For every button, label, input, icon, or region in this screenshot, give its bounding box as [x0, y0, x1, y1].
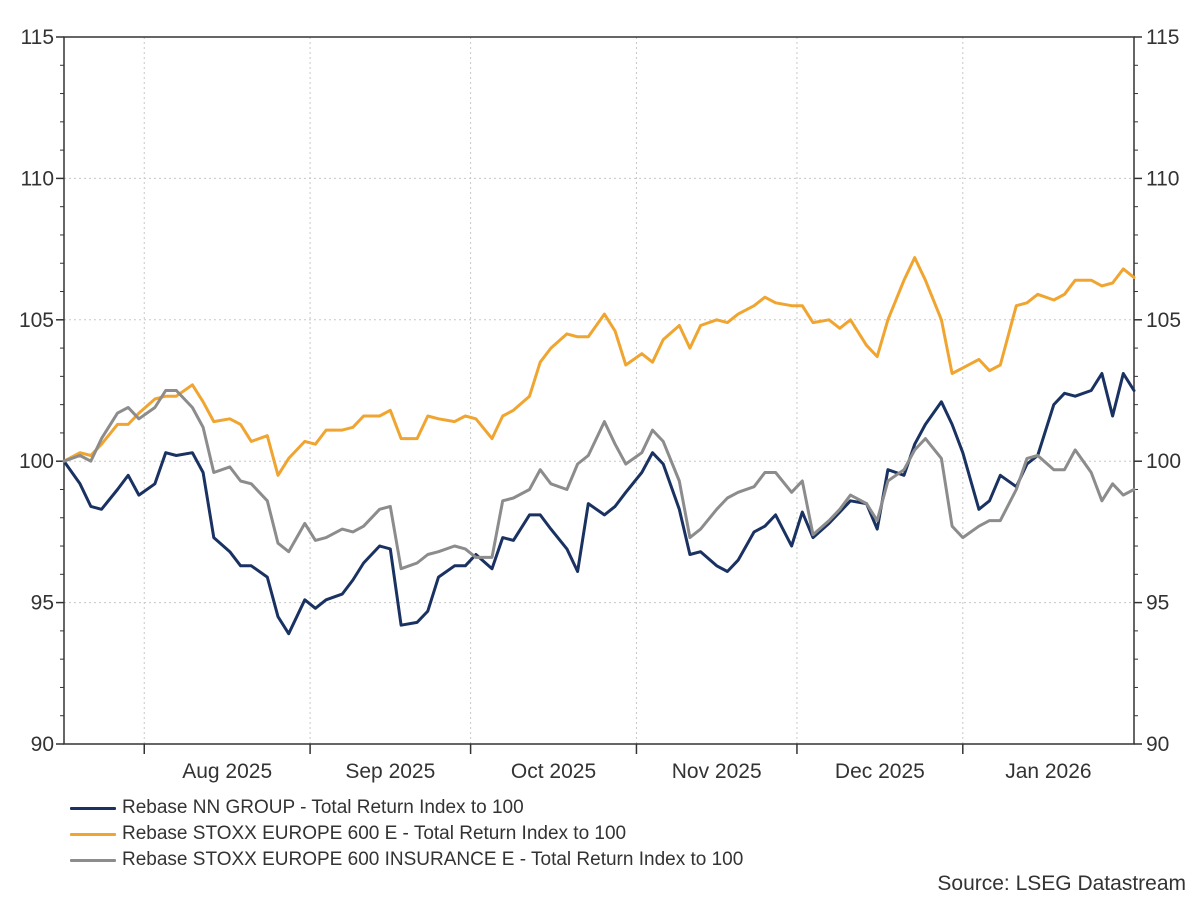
- series-lines: [62, 256, 1136, 636]
- y-tick-label-left: 95: [31, 592, 54, 615]
- series-line-1: [62, 256, 1136, 477]
- y-tick-label-right: 105: [1146, 309, 1181, 332]
- legend: Rebase NN GROUP - Total Return Index to …: [70, 795, 743, 873]
- y-tick-label-right: 90: [1146, 733, 1169, 756]
- plot-area-frame: [63, 36, 1135, 745]
- x-tick-label: Jan 2026: [1005, 760, 1091, 783]
- x-tick-label: Oct 2025: [511, 760, 596, 783]
- legend-item-stoxx600: Rebase STOXX EUROPE 600 E - Total Return…: [70, 821, 743, 847]
- y-tick-label-left: 105: [19, 309, 54, 332]
- y-tick-label-left: 100: [19, 450, 54, 473]
- legend-label-stoxx600: Rebase STOXX EUROPE 600 E - Total Return…: [122, 823, 627, 844]
- legend-label-nn-group: Rebase NN GROUP - Total Return Index to …: [122, 797, 524, 818]
- legend-swatch-stoxx600: [70, 832, 116, 836]
- axis-ticks: 90 90 95 95 100 100 105 105 110 110 115 115 Aug 2025…: [19, 26, 1181, 783]
- legend-item-insurance: Rebase STOXX EUROPE 600 INSURANCE E - To…: [70, 847, 743, 873]
- x-tick-label: Aug 2025: [182, 760, 272, 783]
- series-line-0: [62, 372, 1136, 636]
- legend-swatch-insurance: [70, 858, 116, 862]
- gridlines: [64, 37, 1134, 744]
- y-tick-label-right: 95: [1146, 592, 1169, 615]
- y-tick-label-right: 110: [1146, 167, 1179, 190]
- y-tick-label-right: 115: [1146, 26, 1179, 49]
- legend-swatch-nn-group: [70, 806, 116, 810]
- legend-item-nn-group: Rebase NN GROUP - Total Return Index to …: [70, 795, 743, 821]
- source-note: Source: LSEG Datastream: [937, 872, 1186, 895]
- series-line-2: [62, 389, 1136, 571]
- x-tick-label: Sep 2025: [345, 760, 435, 783]
- y-tick-label-left: 90: [31, 733, 54, 756]
- y-tick-label-left: 110: [21, 167, 54, 190]
- x-tick-label: Dec 2025: [835, 760, 925, 783]
- y-tick-label-right: 100: [1146, 450, 1181, 473]
- y-tick-label-left: 115: [21, 26, 54, 49]
- legend-label-insurance: Rebase STOXX EUROPE 600 INSURANCE E - To…: [122, 849, 744, 870]
- x-tick-label: Nov 2025: [672, 760, 762, 783]
